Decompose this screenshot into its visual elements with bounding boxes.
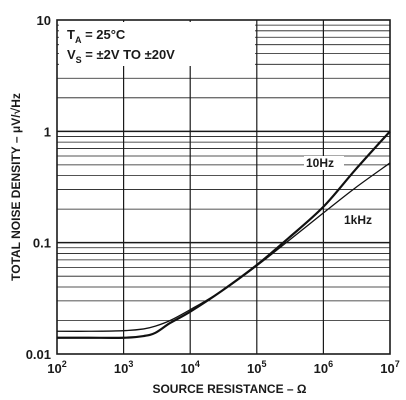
x-tick-labels: 102 103 104 105 106 107 [47, 359, 399, 376]
conditions-annotation: TA = 25°C VS = ±2V TO ±20V [59, 22, 255, 66]
temperature-annotation: TA = 25°C [67, 27, 126, 45]
series-line-10hz [57, 130, 391, 339]
series-group [56, 130, 391, 339]
y-tick-labels: 0.01 0.1 1 10 [26, 13, 51, 362]
series-label-1khz: 1kHz [344, 213, 372, 227]
y-tick-label: 1 [44, 124, 51, 139]
supply-voltage-annotation: VS = ±2V TO ±20V [67, 47, 175, 65]
x-axis-label: SOURCE RESISTANCE – Ω [152, 382, 306, 396]
x-tick-label: 103 [114, 359, 133, 376]
series-labels: 10Hz 1kHz [304, 156, 380, 227]
y-tick-label: 0.1 [33, 236, 51, 251]
plot-frame [56, 19, 391, 355]
x-tick-label: 105 [247, 359, 266, 376]
x-tick-label: 107 [380, 359, 399, 376]
series-line-1khz [56, 162, 391, 332]
x-tick-label: 106 [314, 359, 333, 376]
series-label-10hz-background [304, 156, 344, 170]
y-tick-label: 10 [37, 13, 51, 28]
y-tick-label: 0.01 [26, 347, 51, 362]
x-tick-label: 104 [180, 359, 199, 376]
y-axis-label: TOTAL NOISE DENSITY – μV/√Hz [9, 93, 23, 281]
annotation-background [59, 22, 255, 66]
x-tick-label: 102 [47, 359, 66, 376]
series-label-10hz: 10Hz [306, 156, 334, 170]
series-label-1khz-background [342, 213, 380, 227]
